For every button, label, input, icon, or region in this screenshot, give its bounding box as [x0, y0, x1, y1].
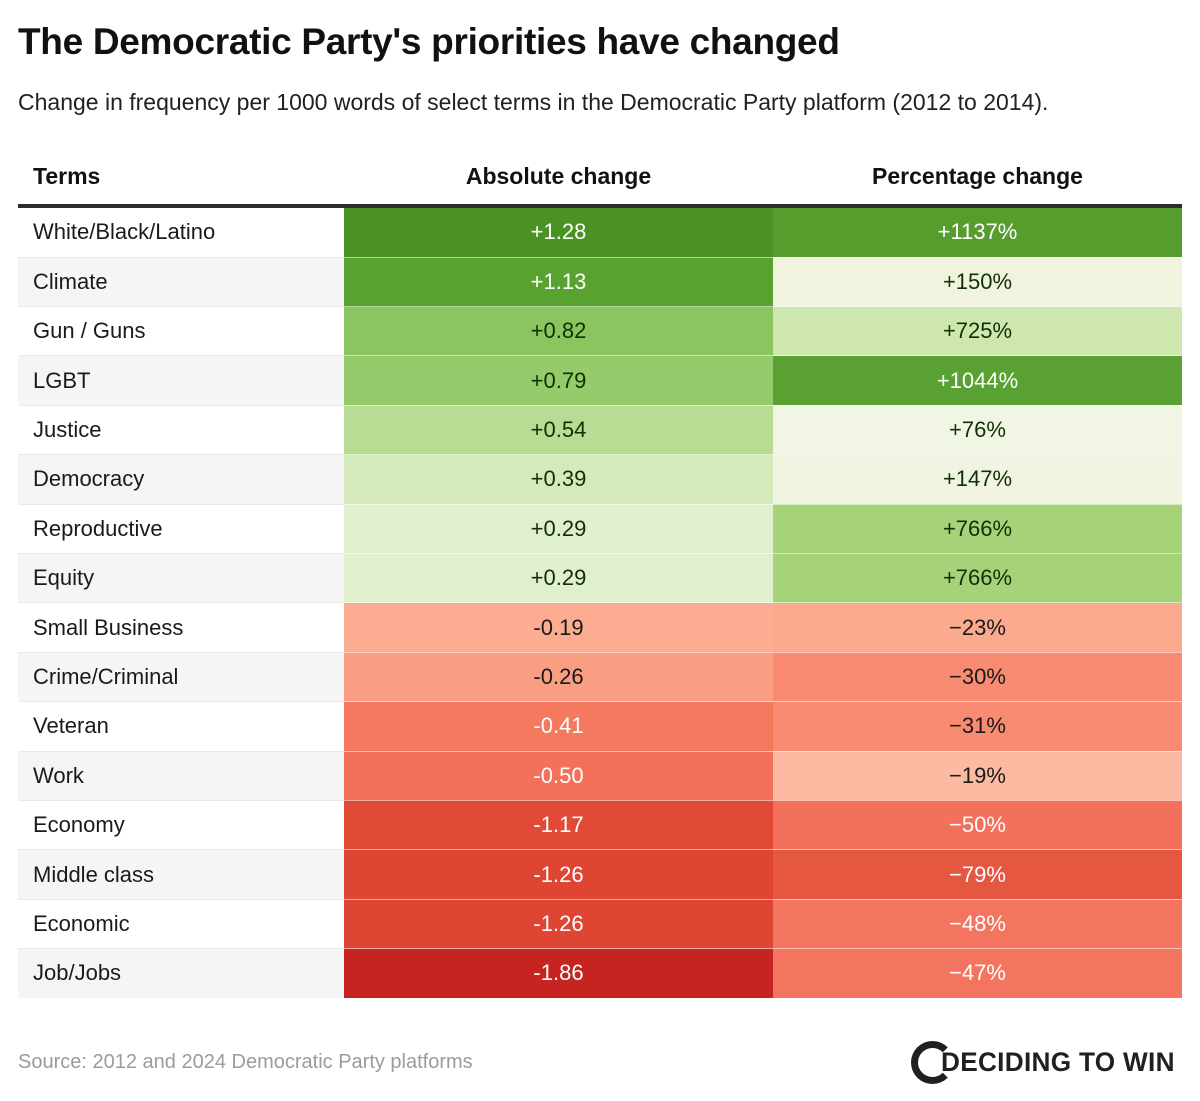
term-cell: Middle class [18, 849, 344, 900]
term-cell: Equity [18, 553, 344, 603]
abs-change-cell: +0.29 [344, 553, 773, 603]
table-row: Reproductive +0.29 +766% [18, 503, 1182, 554]
abs-change-cell: -0.41 [344, 701, 773, 752]
abs-change-cell: -0.50 [344, 750, 773, 801]
term-cell: Job/Jobs [18, 948, 344, 998]
abs-change-cell: -1.26 [344, 849, 773, 900]
brand-wordmark: DECIDING TO WIN [940, 1046, 1175, 1077]
table-row: Veteran -0.41 −31% [18, 701, 1182, 752]
term-cell: Veteran [18, 701, 344, 752]
column-header-percentage-change: Percentage change [872, 163, 1083, 190]
table-row: White/Black/Latino +1.28 +1137% [18, 206, 1182, 258]
term-cell: LGBT [18, 355, 344, 406]
abs-change-cell: -0.19 [344, 602, 773, 653]
abs-change-cell: +0.39 [344, 454, 773, 505]
abs-change-cell: +0.79 [344, 355, 773, 406]
source-note: Source: 2012 and 2024 Democratic Party p… [18, 1050, 473, 1073]
abs-change-cell: -1.17 [344, 799, 773, 850]
term-cell: Small Business [18, 602, 344, 653]
pct-change-cell: +766% [773, 553, 1182, 603]
term-cell: Work [18, 750, 344, 801]
table-row: Economic -1.26 −48% [18, 898, 1182, 949]
abs-change-cell: +1.13 [344, 256, 773, 307]
term-cell: Economic [18, 898, 344, 949]
header-row: Terms Absolute change Percentage change [18, 163, 1182, 207]
table-body: White/Black/Latino +1.28 +1137% Climate … [18, 206, 1182, 998]
table-row: Climate +1.13 +150% [18, 256, 1182, 307]
brand-logo: DECIDING TO WIN [910, 1040, 1182, 1084]
column-header-absolute-change: Absolute change [465, 163, 652, 190]
column-header-terms: Terms [33, 163, 101, 190]
term-cell: Reproductive [18, 503, 344, 554]
term-cell: Economy [18, 799, 344, 850]
footer: Source: 2012 and 2024 Democratic Party p… [18, 1040, 1182, 1084]
pct-change-cell: +1044% [773, 355, 1182, 406]
pct-change-cell: +147% [773, 454, 1182, 505]
chart-subtitle: Change in frequency per 1000 words of se… [18, 88, 1049, 115]
pct-change-cell: −30% [773, 651, 1182, 702]
abs-change-cell: -1.86 [344, 948, 773, 998]
abs-change-cell: -0.26 [344, 651, 773, 702]
term-cell: White/Black/Latino [18, 206, 344, 258]
table-row: Democracy +0.39 +147% [18, 454, 1182, 505]
pct-change-cell: −47% [773, 948, 1182, 998]
table-row: Equity +0.29 +766% [18, 553, 1182, 603]
logo-c-icon [910, 1040, 954, 1084]
pct-change-cell: +725% [773, 306, 1182, 356]
abs-change-cell: -1.26 [344, 898, 773, 949]
pct-change-cell: −19% [773, 750, 1182, 801]
term-cell: Justice [18, 404, 344, 455]
table-row: Gun / Guns +0.82 +725% [18, 306, 1182, 356]
heatmap-table: Terms Absolute change Percentage change … [18, 163, 1182, 998]
table-row: Middle class -1.26 −79% [18, 849, 1182, 900]
term-cell: Democracy [18, 454, 344, 505]
pct-change-cell: −50% [773, 799, 1182, 850]
table-row: Job/Jobs -1.86 −47% [18, 948, 1182, 998]
abs-change-cell: +0.29 [344, 503, 773, 554]
term-cell: Crime/Criminal [18, 651, 344, 702]
pct-change-cell: −23% [773, 602, 1182, 653]
term-cell: Gun / Guns [18, 306, 344, 356]
abs-change-cell: +0.54 [344, 404, 773, 455]
term-cell: Climate [18, 256, 344, 307]
pct-change-cell: −48% [773, 898, 1182, 949]
abs-change-cell: +0.82 [344, 306, 773, 356]
table-row: Small Business -0.19 −23% [18, 602, 1182, 653]
pct-change-cell: −31% [773, 701, 1182, 752]
abs-change-cell: +1.28 [344, 206, 773, 258]
pct-change-cell: +76% [773, 404, 1182, 455]
chart-title: The Democratic Party's priorities have c… [18, 21, 840, 62]
table-row: Justice +0.54 +76% [18, 404, 1182, 455]
table-row: Economy -1.17 −50% [18, 799, 1182, 850]
pct-change-cell: +150% [773, 256, 1182, 307]
table-row: Crime/Criminal -0.26 −30% [18, 651, 1182, 702]
pct-change-cell: −79% [773, 849, 1182, 900]
pct-change-cell: +766% [773, 503, 1182, 554]
pct-change-cell: +1137% [773, 206, 1182, 258]
table-row: LGBT +0.79 +1044% [18, 355, 1182, 406]
table-row: Work -0.50 −19% [18, 750, 1182, 801]
